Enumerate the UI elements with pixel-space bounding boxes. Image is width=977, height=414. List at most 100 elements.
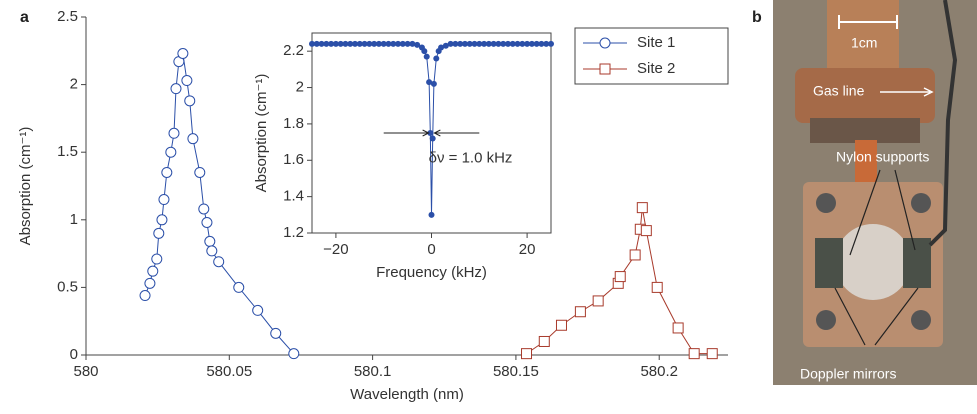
y-tick-label: 1.6	[283, 151, 304, 168]
marker	[466, 40, 473, 47]
marker	[640, 225, 652, 237]
clamp	[810, 118, 920, 143]
marker	[206, 245, 218, 257]
marker	[495, 40, 502, 47]
marker	[165, 146, 177, 158]
marker	[421, 48, 428, 55]
screw	[911, 310, 931, 330]
marker	[151, 253, 163, 265]
marker	[476, 40, 483, 47]
marker	[688, 348, 700, 360]
marker	[538, 335, 550, 347]
marker	[524, 40, 531, 47]
y-tick-label: 0	[70, 346, 78, 363]
marker	[347, 40, 354, 47]
marker	[429, 135, 436, 142]
arrows	[834, 169, 919, 346]
marker	[187, 133, 199, 145]
mirror	[903, 238, 931, 288]
scale-bar	[838, 15, 898, 29]
window	[835, 224, 911, 300]
marker	[548, 40, 554, 47]
gas-ring	[795, 68, 935, 123]
screw	[816, 310, 836, 330]
marker	[538, 40, 545, 47]
marker	[629, 249, 641, 261]
marker	[309, 40, 315, 47]
marker	[636, 202, 648, 214]
marker	[288, 348, 300, 360]
marker	[414, 41, 421, 48]
marker	[485, 40, 492, 47]
marker	[144, 277, 156, 289]
marker	[500, 40, 507, 47]
marker	[177, 48, 189, 60]
marker	[423, 53, 430, 60]
annotation: δν = 1.0 kHz	[429, 149, 513, 166]
marker	[404, 40, 411, 47]
marker	[409, 40, 416, 47]
marker	[318, 40, 325, 47]
marker	[509, 40, 516, 47]
marker	[270, 327, 282, 339]
marker	[313, 40, 320, 47]
marker	[471, 40, 478, 47]
marker	[213, 256, 225, 268]
marker	[706, 348, 718, 360]
mirror	[815, 238, 843, 288]
marker	[447, 40, 454, 47]
y-tick-label: 0.5	[57, 278, 78, 295]
x-tick-label: 580.1	[354, 363, 392, 380]
marker	[198, 203, 210, 215]
marker	[519, 40, 526, 47]
marker	[490, 40, 497, 47]
y-axis-label: Absorption (cm⁻¹)	[253, 74, 270, 193]
x-axis-label: Wavelength (nm)	[350, 386, 464, 403]
fwhm-arrows	[383, 129, 480, 137]
marker	[599, 63, 611, 75]
y-tick-label: 1.8	[283, 115, 304, 132]
marker	[204, 235, 216, 247]
marker	[426, 79, 433, 86]
marker	[328, 40, 335, 47]
panel-label: a	[20, 9, 29, 26]
marker	[592, 295, 604, 307]
marker	[342, 40, 349, 47]
marker	[356, 40, 363, 47]
marker	[452, 40, 459, 47]
marker	[430, 80, 437, 87]
x-tick-label: 580.05	[206, 363, 252, 380]
panel-label: b	[752, 9, 762, 26]
marker	[323, 40, 330, 47]
marker	[161, 166, 173, 178]
marker	[438, 44, 445, 51]
y-tick-label: 2	[70, 76, 78, 93]
marker	[366, 40, 373, 47]
screw	[911, 193, 931, 213]
y-tick-label: 2.2	[283, 42, 304, 59]
marker	[399, 40, 406, 47]
marker	[181, 75, 193, 87]
marker	[433, 55, 440, 62]
marker	[168, 127, 180, 139]
y-tick-label: 1.4	[283, 188, 304, 205]
marker	[481, 40, 488, 47]
gas-tube	[928, 0, 958, 247]
marker	[156, 214, 168, 226]
strip	[855, 140, 877, 185]
marker	[337, 40, 344, 47]
marker	[395, 40, 402, 47]
marker	[543, 40, 550, 47]
marker	[201, 217, 213, 229]
tube	[827, 0, 899, 70]
marker	[461, 40, 468, 47]
y-tick-label: 1.2	[283, 224, 304, 241]
marker	[651, 281, 663, 293]
photo: 1cm Gas line Nylon supports Doppler mirr…	[773, 0, 977, 385]
marker	[614, 271, 626, 283]
x-tick-label: 580	[73, 363, 98, 380]
x-tick-label: 0	[427, 241, 435, 258]
photo-label: Doppler mirrors	[800, 366, 896, 382]
